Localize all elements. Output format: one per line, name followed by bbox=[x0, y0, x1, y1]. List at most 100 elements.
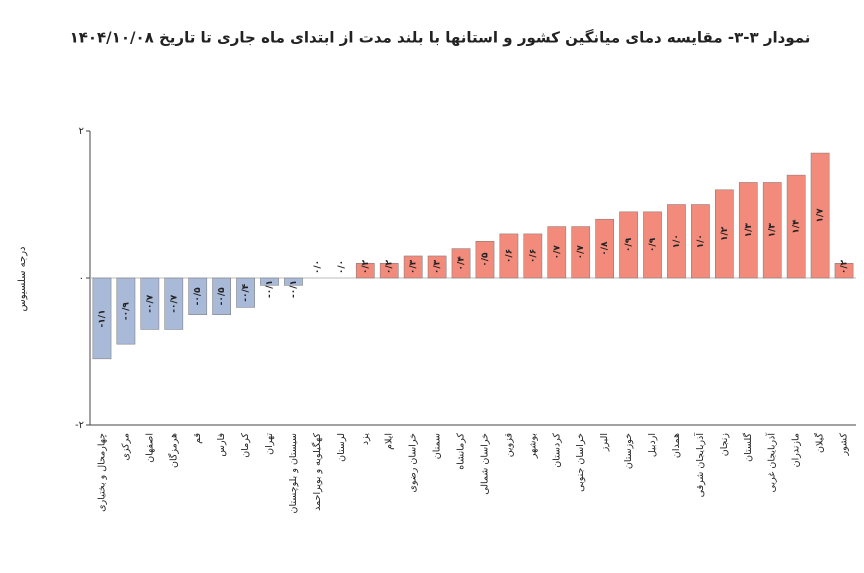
y-tick-label: ۰ bbox=[79, 273, 84, 284]
x-tick-label: همدان bbox=[671, 433, 682, 458]
value-label: -۰/۴ bbox=[241, 283, 251, 302]
x-tick-label: کشور bbox=[839, 433, 850, 457]
bar bbox=[475, 241, 495, 279]
x-tick-label: فارس bbox=[216, 433, 227, 457]
x-tick-label: خراسان شمالی bbox=[479, 433, 490, 495]
value-label: ۰/۰ bbox=[337, 260, 347, 274]
x-tick-label: خراسان جنوبی bbox=[575, 433, 586, 492]
bar bbox=[260, 277, 279, 286]
bar bbox=[762, 182, 782, 279]
bar bbox=[667, 204, 686, 279]
value-label: ۰/۳ bbox=[409, 259, 419, 274]
bar bbox=[451, 248, 471, 279]
bar bbox=[212, 277, 232, 315]
bar bbox=[116, 277, 136, 345]
x-tick-label: بوشهر bbox=[527, 433, 538, 459]
x-tick-label: کهگیلویه و بویراحمد bbox=[311, 433, 323, 511]
value-label: -۰/۵ bbox=[217, 287, 227, 306]
x-tick-label: اصفهان bbox=[144, 433, 155, 463]
value-label: ۰/۵ bbox=[480, 252, 490, 267]
value-label: -۰/۱ bbox=[289, 280, 299, 298]
value-label: ۰/۴ bbox=[457, 256, 467, 271]
bar bbox=[355, 263, 375, 279]
x-tick-label: ایلام bbox=[384, 433, 395, 450]
bar bbox=[738, 182, 758, 279]
x-tick-label: یزد bbox=[360, 433, 371, 445]
value-label: ۰/۹ bbox=[648, 237, 658, 252]
x-tick-label: کرمان bbox=[240, 433, 251, 458]
value-label: ۰/۶ bbox=[504, 249, 514, 263]
value-label: ۰/۸ bbox=[600, 241, 610, 256]
x-tick-label: اردبیل bbox=[647, 433, 658, 457]
x-tick-label: چهارمحال و بختیاری bbox=[96, 433, 107, 512]
x-tick-label: سمنان bbox=[432, 433, 443, 459]
value-label: ۱/۰ bbox=[672, 234, 682, 248]
x-tick-label: البرز bbox=[599, 433, 610, 452]
value-label: -۰/۷ bbox=[169, 294, 179, 313]
y-tick-label: -۲ bbox=[75, 420, 84, 431]
x-tick-label: آذربایجان غربی bbox=[765, 433, 778, 493]
value-label: ۱/۲ bbox=[720, 226, 730, 241]
x-tick-label: کرمانشاه bbox=[456, 433, 467, 470]
bar bbox=[786, 174, 806, 279]
value-label: ۱/۷ bbox=[816, 208, 826, 223]
value-label: ۱/۳ bbox=[744, 223, 754, 238]
y-axis-label: درجه سلسیوس bbox=[17, 246, 28, 311]
x-tick-label: گلستان bbox=[742, 433, 754, 462]
chart-title: نمودار ۳-۳- مقایسه دمای میانگین کشور و ا… bbox=[70, 29, 811, 47]
x-tick-label: کردستان bbox=[551, 433, 562, 468]
value-label: ۰/۲ bbox=[361, 259, 371, 274]
x-tick-label: گیلان bbox=[814, 433, 826, 454]
x-tick-label: خراسان رضوی bbox=[408, 433, 419, 493]
value-label: ۰/۹ bbox=[624, 237, 634, 252]
bar bbox=[619, 211, 638, 279]
bar bbox=[92, 277, 112, 360]
bar bbox=[691, 204, 710, 279]
value-label: -۱/۱ bbox=[97, 309, 107, 327]
bar bbox=[810, 152, 830, 279]
value-label: ۰/۶ bbox=[528, 249, 538, 263]
y-tick-label: ۲ bbox=[79, 126, 84, 137]
bar bbox=[403, 255, 423, 279]
x-tick-label: قزوین bbox=[503, 433, 514, 457]
bar bbox=[284, 277, 303, 286]
x-tick-label: مرکزی bbox=[120, 433, 131, 461]
value-label: ۰/۲ bbox=[385, 259, 395, 274]
value-label: ۱/۴ bbox=[792, 219, 802, 234]
value-label: -۰/۹ bbox=[121, 302, 131, 321]
value-label: ۱/۰ bbox=[696, 234, 706, 248]
bar bbox=[571, 226, 591, 279]
bar bbox=[140, 277, 160, 330]
bar bbox=[595, 218, 615, 279]
bar bbox=[188, 277, 208, 315]
x-tick-label: سیستان و بلوچستان bbox=[288, 433, 299, 513]
x-tick-label: خوزستان bbox=[623, 433, 634, 469]
bar bbox=[236, 277, 255, 308]
x-tick-label: هرمزگان bbox=[167, 433, 179, 468]
bar bbox=[714, 189, 734, 279]
bar bbox=[164, 277, 184, 330]
value-label: ۰/۳ bbox=[433, 259, 443, 274]
bar bbox=[643, 211, 662, 279]
x-tick-label: زنجان bbox=[719, 433, 730, 457]
value-label: -۰/۱ bbox=[265, 280, 275, 298]
bar bbox=[834, 263, 854, 279]
x-tick-label: مازندران bbox=[791, 433, 802, 467]
bar bbox=[523, 233, 543, 279]
value-label: ۰/۲ bbox=[840, 259, 850, 274]
bar bbox=[379, 263, 399, 279]
value-label: ۰/۷ bbox=[552, 245, 562, 260]
bar bbox=[547, 226, 567, 279]
value-label: -۰/۷ bbox=[145, 294, 155, 313]
bar bbox=[427, 255, 447, 279]
x-tick-label: لرستان bbox=[336, 433, 347, 462]
value-label: -۰/۵ bbox=[193, 287, 203, 306]
value-label: ۱/۳ bbox=[768, 223, 778, 238]
x-tick-label: تهران bbox=[264, 433, 275, 455]
x-tick-label: قم bbox=[192, 433, 203, 444]
value-label: ۰/۰ bbox=[313, 260, 323, 274]
bar bbox=[499, 233, 519, 279]
value-label: ۰/۷ bbox=[576, 245, 586, 260]
